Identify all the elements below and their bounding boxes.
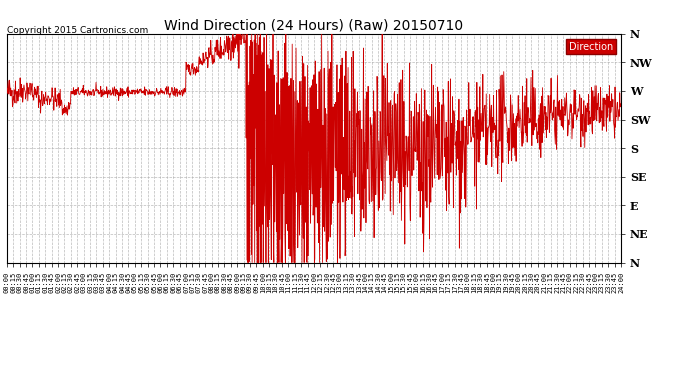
- Legend: Direction: Direction: [566, 39, 616, 54]
- Text: Copyright 2015 Cartronics.com: Copyright 2015 Cartronics.com: [7, 26, 148, 35]
- Title: Wind Direction (24 Hours) (Raw) 20150710: Wind Direction (24 Hours) (Raw) 20150710: [164, 19, 464, 33]
